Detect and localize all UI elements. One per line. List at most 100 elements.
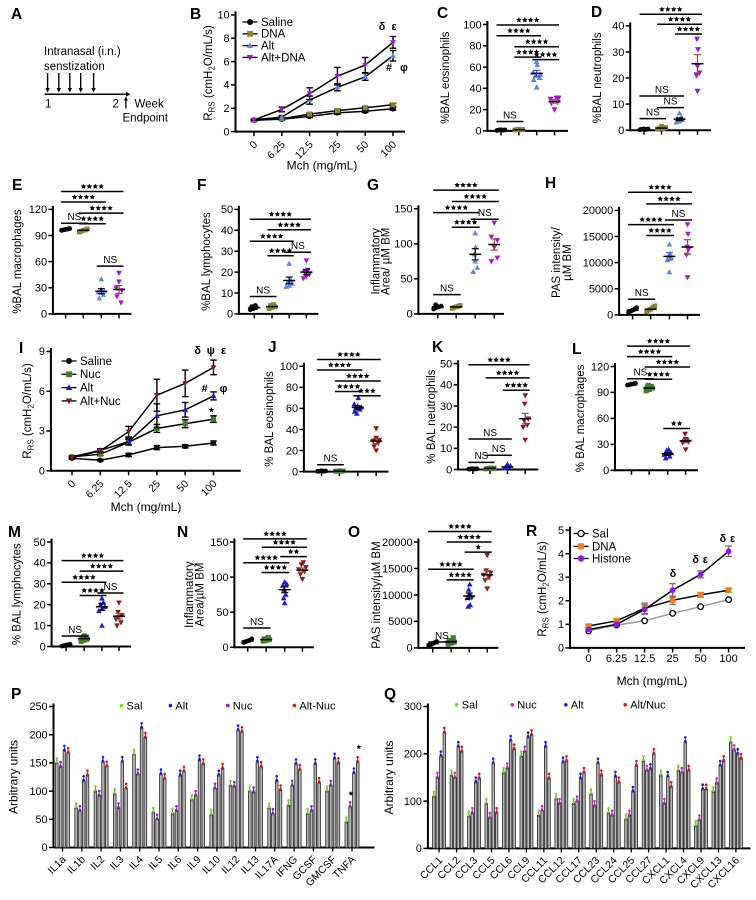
svg-text:2: 2 (223, 103, 229, 115)
svg-text:Alt/Nuc: Alt/Nuc (630, 700, 666, 712)
svg-text:30: 30 (612, 47, 624, 59)
svg-text:NS: NS (635, 288, 649, 299)
svg-text:80: 80 (469, 41, 481, 53)
svg-text:10: 10 (34, 620, 46, 632)
svg-text:Alt: Alt (261, 41, 275, 53)
svg-text:Mch (mg/mL): Mch (mg/mL) (287, 159, 358, 173)
svg-text:2: 2 (558, 596, 564, 608)
svg-text:RRS (cmH2O/mL/s): RRS (cmH2O/mL/s) (537, 541, 550, 637)
svg-text:4: 4 (558, 548, 564, 560)
svg-text:Area/ µM BM: Area/ µM BM (381, 228, 393, 295)
svg-text:0: 0 (39, 466, 45, 478)
svg-text:A: A (11, 6, 22, 23)
svg-text:ε: ε (730, 533, 735, 545)
svg-text:10: 10 (221, 288, 233, 300)
svg-text:6.25: 6.25 (606, 653, 627, 665)
svg-text:100: 100 (719, 653, 737, 665)
svg-text:0: 0 (607, 310, 613, 322)
svg-text:NS: NS (633, 368, 647, 379)
svg-text:Nuc: Nuc (80, 369, 101, 381)
svg-text:Arbitrary units: Arbitrary units (382, 740, 396, 814)
svg-text:80: 80 (286, 382, 298, 394)
svg-text:10: 10 (440, 443, 452, 455)
svg-text:150: 150 (394, 204, 412, 216)
svg-text:30: 30 (440, 401, 452, 413)
svg-text:20000: 20000 (382, 537, 413, 549)
svg-text:0: 0 (227, 309, 233, 321)
svg-text:µM BM: µM BM (562, 244, 574, 281)
svg-text:5000: 5000 (388, 616, 412, 628)
svg-text:R: R (526, 523, 537, 540)
svg-text:NS: NS (291, 241, 305, 252)
svg-text:%BAL lymphocytes: %BAL lymphocytes (201, 212, 213, 311)
svg-text:20: 20 (34, 600, 46, 612)
svg-text:F: F (197, 177, 206, 194)
svg-text:Endpoint: Endpoint (123, 113, 169, 125)
svg-text:% BAL eosinophils: % BAL eosinophils (264, 371, 276, 467)
svg-text:δ: δ (692, 554, 699, 566)
svg-text:Mch (mg/mL): Mch (mg/mL) (111, 500, 182, 514)
svg-text:30: 30 (34, 579, 46, 591)
svg-text:DNA: DNA (261, 29, 286, 41)
svg-text:Inflammatory: Inflammatory (371, 228, 383, 295)
svg-text:40: 40 (612, 21, 624, 33)
svg-text:ε: ε (221, 345, 226, 357)
svg-text:D: D (591, 4, 602, 21)
svg-text:Alt+Nuc: Alt+Nuc (80, 396, 121, 408)
svg-text:100: 100 (404, 796, 422, 808)
svg-text:60: 60 (286, 403, 298, 415)
svg-text:% BAL neutrophils: % BAL neutrophils (426, 369, 438, 463)
svg-text:100: 100 (394, 239, 412, 251)
svg-text:Sal: Sal (462, 700, 478, 712)
svg-text:0: 0 (416, 843, 422, 855)
svg-text:50: 50 (216, 607, 228, 619)
svg-text:60: 60 (35, 256, 47, 268)
svg-text:Saline: Saline (261, 17, 293, 29)
svg-text:300: 300 (404, 701, 422, 713)
svg-text:30: 30 (221, 246, 233, 258)
svg-text:RRS (cmH2O/mL/s): RRS (cmH2O/mL/s) (203, 25, 216, 121)
svg-text:δ: δ (670, 568, 677, 580)
svg-text:50: 50 (221, 204, 233, 216)
svg-text:200: 200 (404, 749, 422, 761)
svg-text:10000: 10000 (382, 590, 413, 602)
svg-text:Nuc: Nuc (233, 700, 253, 712)
svg-text:NS: NS (68, 625, 82, 636)
svg-text:200: 200 (29, 729, 47, 741)
svg-text:20: 20 (286, 445, 298, 457)
svg-text:50: 50 (440, 358, 452, 370)
svg-text:30: 30 (597, 439, 609, 451)
svg-text:250: 250 (29, 701, 47, 713)
svg-text:1: 1 (558, 619, 564, 631)
svg-text:50: 50 (35, 814, 47, 826)
svg-text:φ: φ (220, 383, 228, 395)
svg-text:10: 10 (217, 10, 229, 22)
svg-text:50: 50 (34, 537, 46, 549)
svg-text:N: N (177, 524, 188, 541)
svg-text:20: 20 (612, 73, 624, 85)
svg-text:Week: Week (135, 99, 164, 111)
svg-text:10000: 10000 (583, 257, 614, 269)
svg-text:NS: NS (256, 285, 270, 296)
svg-text:50: 50 (400, 274, 412, 286)
svg-text:0: 0 (40, 641, 46, 653)
svg-text:6: 6 (223, 56, 229, 68)
svg-text:0: 0 (223, 126, 229, 138)
svg-text:Area/µM BM: Area/µM BM (195, 563, 207, 627)
svg-text:Nuc: Nuc (517, 700, 537, 712)
svg-text:3: 3 (558, 572, 564, 584)
svg-text:I: I (19, 340, 23, 357)
svg-text:% BAL lymphocytes: % BAL lymphocytes (12, 543, 24, 645)
svg-text:5000: 5000 (589, 284, 613, 296)
svg-text:Saline: Saline (80, 356, 112, 368)
svg-text:NS: NS (664, 96, 678, 107)
svg-text:150: 150 (210, 537, 228, 549)
svg-text:NS: NS (646, 107, 660, 118)
svg-text:Alt: Alt (571, 700, 584, 712)
svg-text:NS: NS (104, 582, 118, 593)
svg-text:PAS intensity/µM BM: PAS intensity/µM BM (371, 541, 383, 648)
svg-text:15000: 15000 (382, 563, 413, 575)
svg-text:90: 90 (597, 387, 609, 399)
svg-text:20: 20 (469, 104, 481, 116)
svg-text:DNA: DNA (592, 541, 617, 553)
